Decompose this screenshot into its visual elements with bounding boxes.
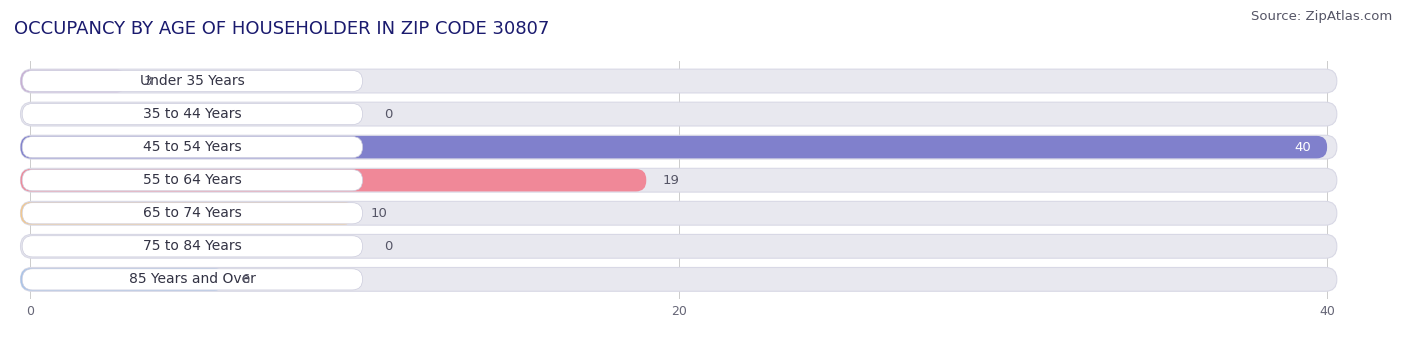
Text: 35 to 44 Years: 35 to 44 Years <box>143 107 242 121</box>
Text: 6: 6 <box>240 273 249 286</box>
FancyBboxPatch shape <box>21 102 1337 126</box>
FancyBboxPatch shape <box>22 269 363 290</box>
FancyBboxPatch shape <box>21 234 1337 258</box>
FancyBboxPatch shape <box>21 168 1337 192</box>
Text: 19: 19 <box>662 174 679 187</box>
Text: 45 to 54 Years: 45 to 54 Years <box>143 140 242 154</box>
Text: 65 to 74 Years: 65 to 74 Years <box>143 206 242 220</box>
Text: 85 Years and Over: 85 Years and Over <box>129 272 256 286</box>
FancyBboxPatch shape <box>22 170 363 191</box>
FancyBboxPatch shape <box>21 135 1337 159</box>
FancyBboxPatch shape <box>21 69 1337 93</box>
FancyBboxPatch shape <box>22 103 363 125</box>
FancyBboxPatch shape <box>21 136 1327 158</box>
FancyBboxPatch shape <box>21 201 1337 225</box>
Text: 3: 3 <box>143 74 152 87</box>
Text: 75 to 84 Years: 75 to 84 Years <box>143 239 242 253</box>
FancyBboxPatch shape <box>21 268 1337 291</box>
Text: 0: 0 <box>384 240 392 253</box>
FancyBboxPatch shape <box>21 268 225 291</box>
FancyBboxPatch shape <box>22 236 363 257</box>
Text: 55 to 64 Years: 55 to 64 Years <box>143 173 242 187</box>
FancyBboxPatch shape <box>21 70 128 92</box>
Text: 0: 0 <box>384 107 392 121</box>
Text: OCCUPANCY BY AGE OF HOUSEHOLDER IN ZIP CODE 30807: OCCUPANCY BY AGE OF HOUSEHOLDER IN ZIP C… <box>14 20 550 38</box>
FancyBboxPatch shape <box>22 70 363 91</box>
FancyBboxPatch shape <box>22 203 363 224</box>
Text: 40: 40 <box>1294 141 1310 154</box>
FancyBboxPatch shape <box>22 137 363 158</box>
FancyBboxPatch shape <box>21 202 354 224</box>
Text: Source: ZipAtlas.com: Source: ZipAtlas.com <box>1251 10 1392 23</box>
Text: Under 35 Years: Under 35 Years <box>141 74 245 88</box>
FancyBboxPatch shape <box>21 169 647 191</box>
Text: 10: 10 <box>371 207 388 220</box>
